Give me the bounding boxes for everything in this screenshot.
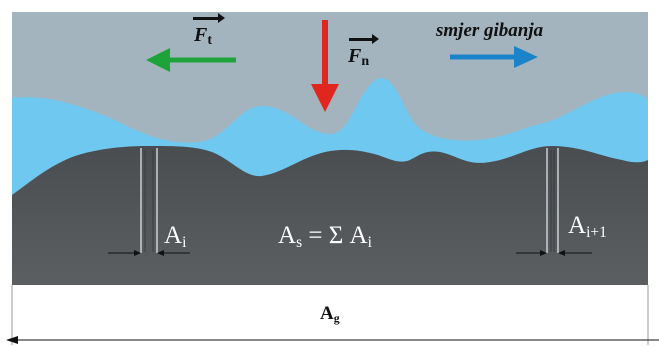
contact-area-i-label: Ai	[164, 222, 187, 251]
nominal-area-dimension	[6, 285, 659, 345]
motion-direction-arrow	[450, 46, 538, 68]
normal-force-label: Fn	[348, 45, 370, 69]
motion-direction-label: smjer gibanja	[436, 20, 544, 41]
contact-spot-i	[108, 148, 190, 256]
contact-spot-i1	[516, 148, 592, 256]
contact-area-i1-label: Ai+1	[568, 212, 607, 241]
lower-body	[12, 146, 648, 285]
ft-vector-mark	[193, 13, 225, 23]
tangential-force-arrow	[146, 48, 236, 72]
normal-force-arrow	[311, 20, 339, 112]
fn-vector-mark	[349, 34, 379, 44]
nominal-area-label: Ag	[320, 303, 340, 325]
tangential-force-label: Ft	[194, 24, 213, 48]
real-contact-area-label: As = Σ Ai	[278, 222, 372, 251]
